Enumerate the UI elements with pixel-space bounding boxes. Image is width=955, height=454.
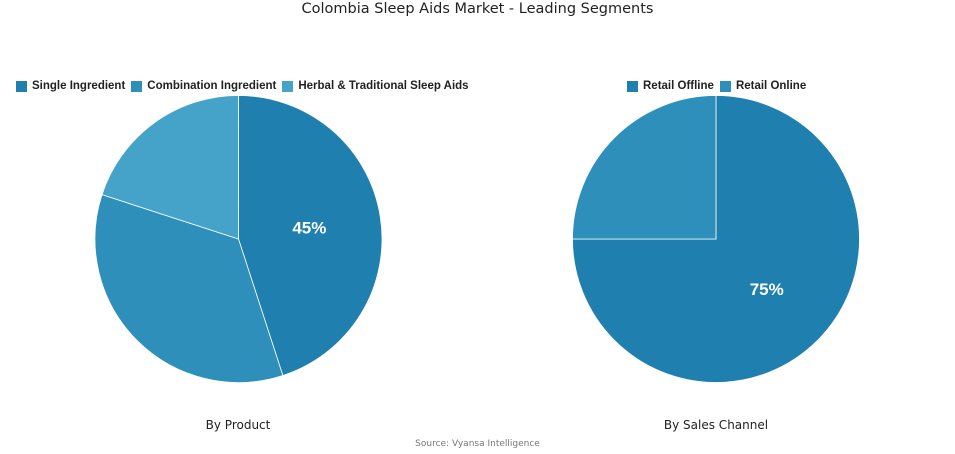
pie-0: 45% xyxy=(94,95,383,383)
pie-1: 75% xyxy=(572,95,860,383)
legend-by-sales-channel: Retail Offline Retail Online xyxy=(627,80,812,92)
source-note: Source: Vyansa Intelligence xyxy=(415,439,540,449)
legend-label: Retail Offline xyxy=(643,80,714,92)
pie-subtitle-by-product: By Product xyxy=(205,418,271,432)
legend-item-retail-offline: Retail Offline xyxy=(627,80,714,92)
legend-swatch xyxy=(16,80,27,92)
legend-swatch xyxy=(719,80,731,92)
pie-slice-herbal-and-traditional-sleep-aids xyxy=(101,95,239,240)
legend-by-product: Single Ingredient Combination Ingredient H… xyxy=(16,80,475,92)
legend-label: Herbal & Traditional Sleep Aids xyxy=(298,80,469,92)
pie-data-label-retail-offline: 75% xyxy=(750,280,784,299)
pie-slice-retail-online xyxy=(572,95,717,240)
legend-swatch xyxy=(627,80,638,92)
legend-item-retail-online: Retail Online xyxy=(719,80,807,92)
legend-label: Single Ingredient xyxy=(32,80,126,92)
legend-swatch xyxy=(131,80,143,92)
legend-label: Retail Online xyxy=(735,80,807,92)
pie-slice-retail-offline xyxy=(572,95,860,383)
legend-swatch xyxy=(282,80,294,92)
legend-item-herbal-and-traditional-sleep-aids: Herbal & Traditional Sleep Aids xyxy=(282,80,469,92)
pie-slice-combination-ingredient xyxy=(94,194,284,383)
pie-data-label-single-ingredient: 45% xyxy=(292,218,326,237)
legend-item-single-ingredient: Single Ingredient xyxy=(16,80,125,92)
pie-subtitle-by-sales-channel: By Sales Channel xyxy=(663,418,769,432)
legend-item-combination-ingredient: Combination Ingredient xyxy=(131,80,276,92)
legend-label: Combination Ingredient xyxy=(147,80,277,92)
chart-title: Colombia Sleep Aids Market - Leading Seg… xyxy=(301,1,654,17)
pie-slice-single-ingredient xyxy=(238,95,383,376)
